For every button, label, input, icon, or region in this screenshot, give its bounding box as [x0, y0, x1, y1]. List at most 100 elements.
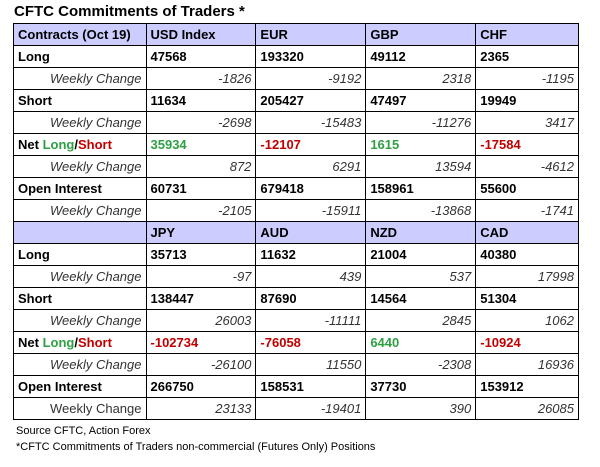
cell-oi-change-eur: -15911 [255, 199, 367, 222]
cell-net-gbp: 1615 [365, 133, 477, 156]
cell-short-change-nzd: 2845 [365, 309, 477, 332]
net-label-long: Long [42, 335, 75, 350]
cell-oi-usd: 60731 [145, 177, 257, 200]
net-label-long: Long [42, 137, 75, 152]
table-row-open-interest: Open Interest 60731 679418 158961 55600 [13, 177, 579, 200]
table-row-short: Short 138447 87690 14564 51304 [13, 287, 579, 310]
footer-note: *CFTC Commitments of Traders non-commerc… [16, 441, 376, 453]
cell-long-usd: 47568 [145, 45, 257, 68]
table-row-oi-change: Weekly Change -2105 -15911 -13868 -1741 [13, 199, 579, 222]
cell-short-change-aud: -11111 [255, 309, 367, 332]
cell-net-eur: -12107 [255, 133, 367, 156]
cell-short-change-chf: 3417 [475, 111, 579, 134]
cell-net-nzd: 6440 [365, 331, 477, 354]
cell-net-jpy: -102734 [145, 331, 257, 354]
header-cell-usd-index: USD Index [145, 23, 257, 46]
cell-short-nzd: 14564 [365, 287, 477, 310]
row-label-weekly-change: Weekly Change [13, 67, 147, 90]
cell-net-change-nzd: -2308 [365, 353, 477, 376]
cell-short-change-usd: -2698 [145, 111, 257, 134]
table-row-long-change: Weekly Change -97 439 537 17998 [13, 265, 579, 288]
cell-net-change-cad: 16936 [475, 353, 579, 376]
cell-long-change-eur: -9192 [255, 67, 367, 90]
cell-oi-jpy: 266750 [145, 375, 257, 398]
cell-long-change-nzd: 537 [365, 265, 477, 288]
cell-long-change-gbp: 2318 [365, 67, 477, 90]
net-label-sep: / [74, 335, 78, 350]
cell-net-chf: -17584 [475, 133, 579, 156]
row-label-weekly-change: Weekly Change [13, 111, 147, 134]
cell-long-eur: 193320 [255, 45, 367, 68]
row-label-short: Short [13, 287, 147, 310]
table-row-net-change: Weekly Change -26100 11550 -2308 16936 [13, 353, 579, 376]
table-row-oi-change: Weekly Change 23133 -19401 390 26085 [13, 397, 579, 420]
cell-net-change-gbp: 13594 [365, 155, 477, 178]
cell-long-gbp: 49112 [365, 45, 477, 68]
net-label-short: Short [77, 335, 112, 350]
row-label-weekly-change: Weekly Change [13, 353, 147, 376]
net-label-short: Short [77, 137, 112, 152]
row-label-net: Net Long/Short [13, 133, 147, 156]
cell-oi-change-cad: 26085 [475, 397, 579, 420]
cell-oi-change-aud: -19401 [255, 397, 367, 420]
cell-long-cad: 40380 [475, 243, 579, 266]
cell-net-change-usd: 872 [145, 155, 257, 178]
header-cell-aud: AUD [255, 221, 367, 244]
cell-oi-change-usd: -2105 [145, 199, 257, 222]
cell-net-change-jpy: -26100 [145, 353, 257, 376]
header-cell-cad: CAD [475, 221, 579, 244]
row-label-weekly-change: Weekly Change [13, 309, 147, 332]
net-label-prefix: Net [18, 335, 43, 350]
footer-source: Source CFTC, Action Forex [16, 425, 151, 437]
header-cell-jpy: JPY [145, 221, 257, 244]
row-label-open-interest: Open Interest [13, 177, 147, 200]
cell-net-change-aud: 11550 [255, 353, 367, 376]
cell-net-aud: -76058 [255, 331, 367, 354]
table-row-net: Net Long/Short -102734 -76058 6440 -1092… [13, 331, 579, 354]
row-label-weekly-change: Weekly Change [13, 397, 147, 420]
table-header-row: Contracts (Oct 19) USD Index EUR GBP CHF [13, 23, 579, 46]
table-header-row: JPY AUD NZD CAD [13, 221, 579, 244]
cell-oi-change-jpy: 23133 [145, 397, 257, 420]
table-row-long: Long 47568 193320 49112 2365 [13, 45, 579, 68]
cell-short-eur: 205427 [255, 89, 367, 112]
row-label-weekly-change: Weekly Change [13, 199, 147, 222]
cell-oi-nzd: 37730 [365, 375, 477, 398]
cell-long-chf: 2365 [475, 45, 579, 68]
cell-long-change-aud: 439 [255, 265, 367, 288]
table-row-short-change: Weekly Change 26003 -11111 2845 1062 [13, 309, 579, 332]
cell-long-change-jpy: -97 [145, 265, 257, 288]
row-label-weekly-change: Weekly Change [13, 265, 147, 288]
header-cell-nzd: NZD [365, 221, 477, 244]
row-label-short: Short [13, 89, 147, 112]
header-cell-eur: EUR [255, 23, 367, 46]
row-label-weekly-change: Weekly Change [13, 155, 147, 178]
table-row-long-change: Weekly Change -1826 -9192 2318 -1195 [13, 67, 579, 90]
cell-short-change-gbp: -11276 [365, 111, 477, 134]
row-label-net: Net Long/Short [13, 331, 147, 354]
cell-short-gbp: 47497 [365, 89, 477, 112]
table-row-long: Long 35713 11632 21004 40380 [13, 243, 579, 266]
table-row-open-interest: Open Interest 266750 158531 37730 153912 [13, 375, 579, 398]
cell-oi-aud: 158531 [255, 375, 367, 398]
cell-long-change-chf: -1195 [475, 67, 579, 90]
header-cell-chf: CHF [475, 23, 579, 46]
cell-short-cad: 51304 [475, 287, 579, 310]
cell-short-change-cad: 1062 [475, 309, 579, 332]
header-cell-empty [13, 221, 147, 244]
cell-short-chf: 19949 [475, 89, 579, 112]
cell-short-usd: 11634 [145, 89, 257, 112]
cell-net-change-chf: -4612 [475, 155, 579, 178]
table-row-net-change: Weekly Change 872 6291 13594 -4612 [13, 155, 579, 178]
cell-short-change-eur: -15483 [255, 111, 367, 134]
cell-long-change-cad: 17998 [475, 265, 579, 288]
page-title: CFTC Commitments of Traders * [14, 3, 245, 20]
cell-net-cad: -10924 [475, 331, 579, 354]
row-label-open-interest: Open Interest [13, 375, 147, 398]
cell-short-aud: 87690 [255, 287, 367, 310]
cell-long-jpy: 35713 [145, 243, 257, 266]
table-row-short-change: Weekly Change -2698 -15483 -11276 3417 [13, 111, 579, 134]
row-label-long: Long [13, 243, 147, 266]
cell-net-usd: 35934 [145, 133, 257, 156]
cot-table: Contracts (Oct 19) USD Index EUR GBP CHF… [13, 23, 579, 420]
